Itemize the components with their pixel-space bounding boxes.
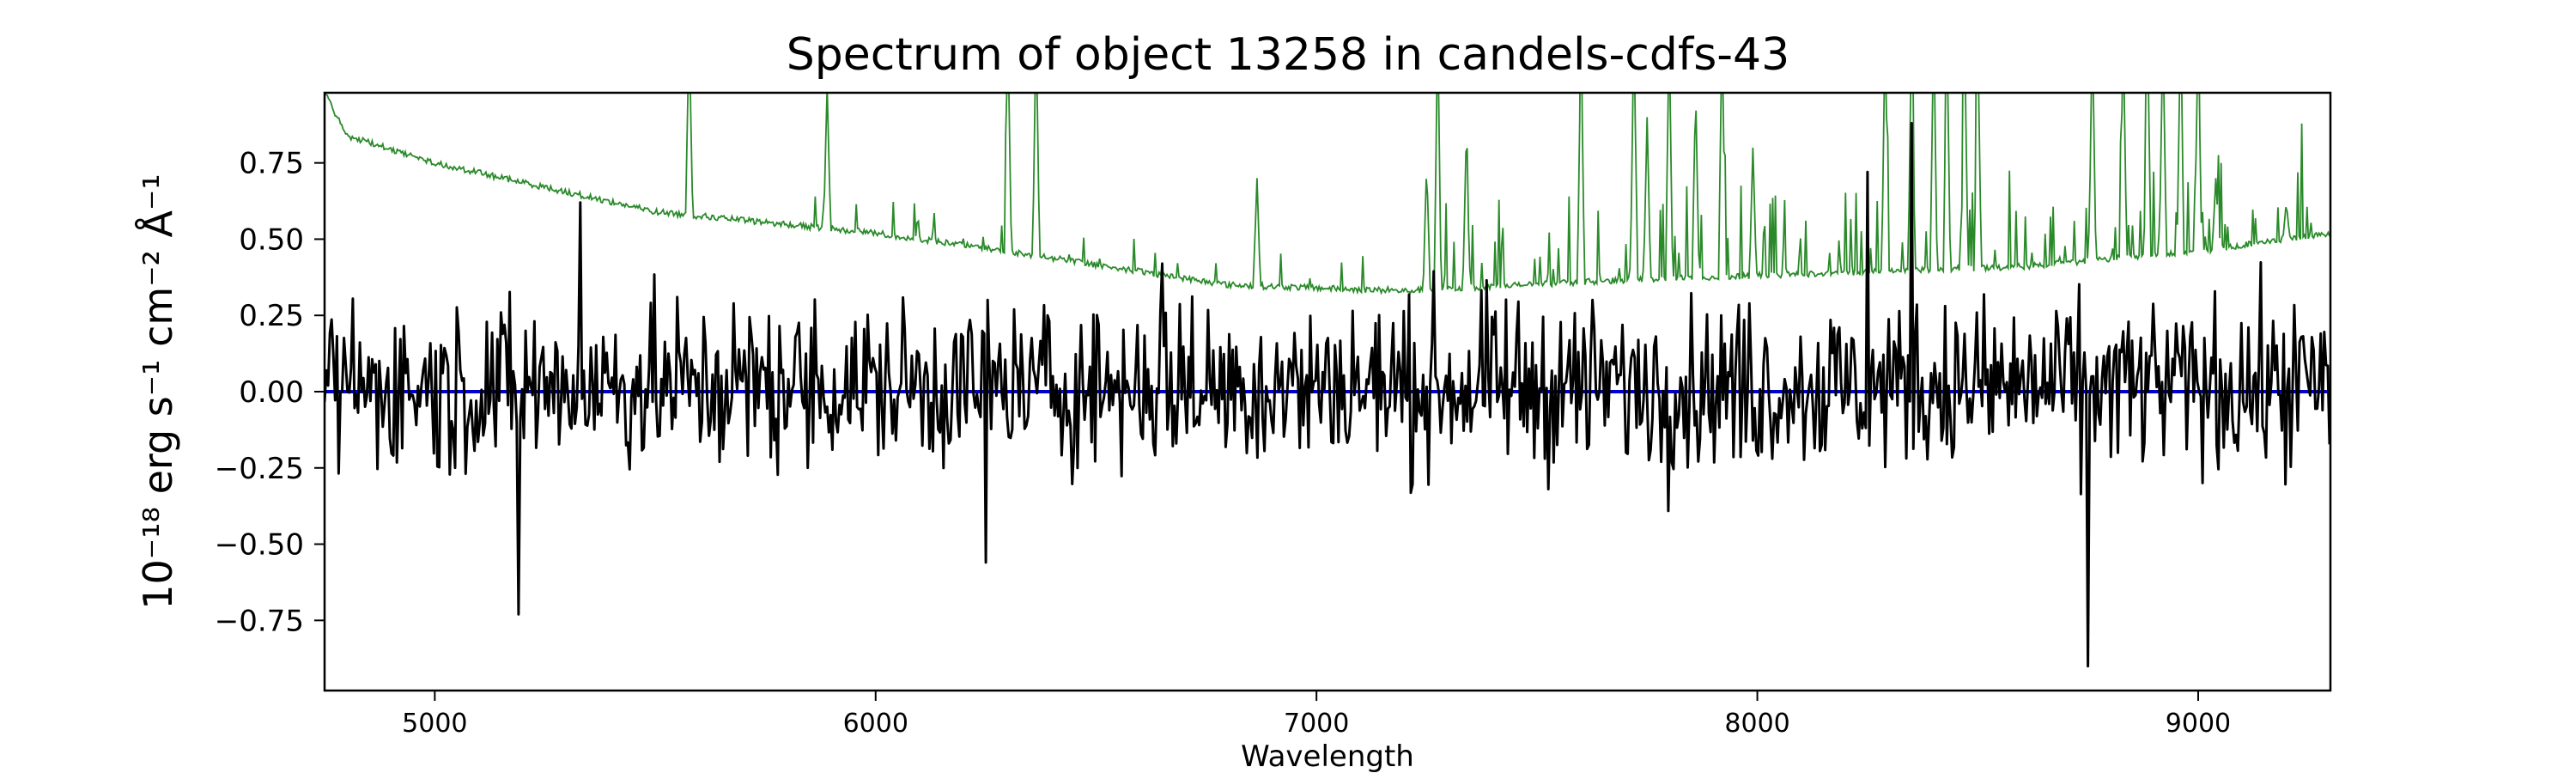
x-tick-label: 5000 xyxy=(402,709,467,739)
y-tick-label: 0.75 xyxy=(239,147,304,181)
y-tick-label: −0.25 xyxy=(215,452,304,486)
y-tick-label: −0.75 xyxy=(215,604,304,638)
flux-spectrum-line xyxy=(325,122,2330,668)
y-tick-label: 0.25 xyxy=(239,299,304,333)
x-tick-label: 7000 xyxy=(1284,709,1349,739)
x-tick-label: 9000 xyxy=(2166,709,2231,739)
y-tick-label: 0.50 xyxy=(239,222,304,257)
x-axis-label: Wavelength xyxy=(1241,740,1414,773)
y-axis-label: 10⁻¹⁸ erg s⁻¹ cm⁻² Å⁻¹ xyxy=(135,173,181,609)
error-spectrum-line xyxy=(325,93,2330,295)
y-tick-label: 0.00 xyxy=(239,375,304,410)
y-tick-label: −0.50 xyxy=(215,528,304,563)
chart-title: Spectrum of object 13258 in candels-cdfs… xyxy=(786,29,1790,81)
x-tick-label: 8000 xyxy=(1724,709,1789,739)
x-tick-label: 6000 xyxy=(843,709,908,739)
